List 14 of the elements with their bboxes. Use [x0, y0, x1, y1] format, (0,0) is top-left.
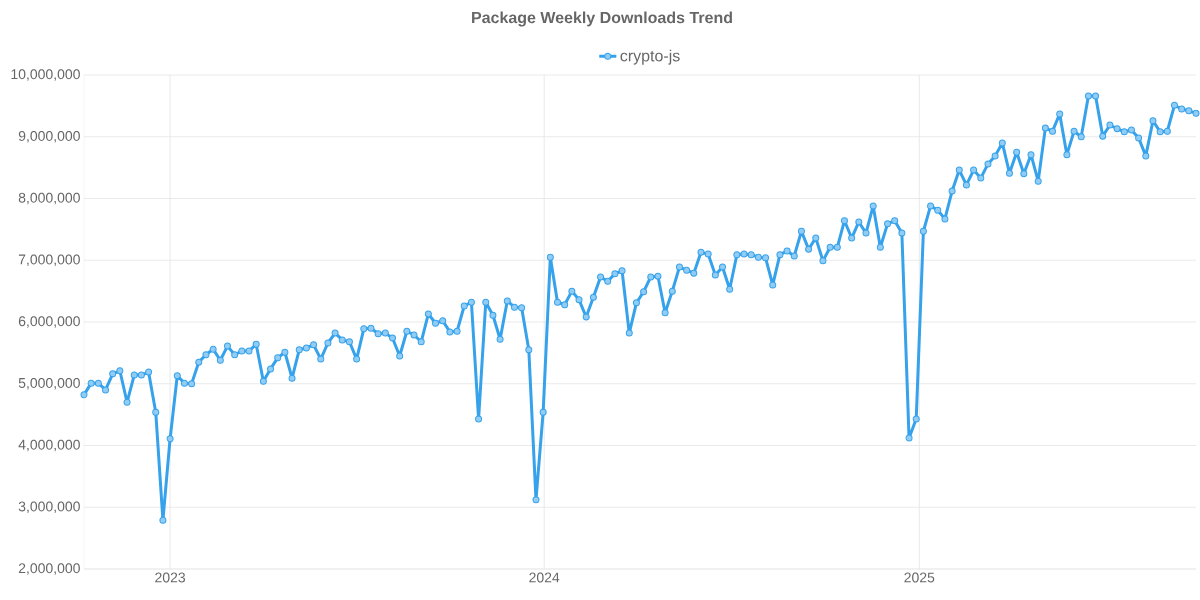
- y-tick-label: 5,000,000: [18, 377, 80, 390]
- chart-title: Package Weekly Downloads Trend: [472, 11, 732, 27]
- y-tick-label: 7,000,000: [18, 254, 80, 267]
- legend-label: crypto-js: [620, 49, 680, 65]
- x-tick-label: 2023: [155, 572, 186, 583]
- y-tick-label: 6,000,000: [18, 316, 80, 328]
- y-tick-label: 9,000,000: [18, 130, 80, 143]
- y-tick-label: 3,000,000: [18, 501, 80, 514]
- y-tick-label: 4,000,000: [18, 439, 80, 452]
- y-tick-label: 10,000,000: [11, 69, 80, 81]
- y-tick-label: 8,000,000: [18, 192, 80, 205]
- x-tick-label: 2025: [904, 572, 935, 583]
- x-tick-label: 2024: [529, 572, 560, 583]
- y-tick-label: 2,000,000: [18, 563, 80, 575]
